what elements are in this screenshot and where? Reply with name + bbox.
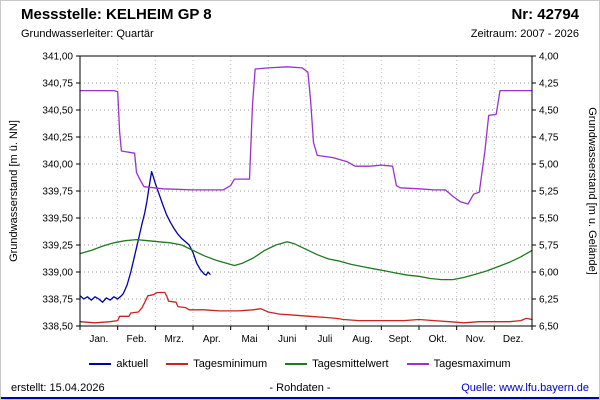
y-tick-label-right: 4,75 <box>539 133 559 144</box>
legend-label: aktuell <box>116 358 149 370</box>
plot-border <box>79 55 533 327</box>
groundwater-level-chart: Grundwasserstand [m ü. NN] Grundwasserst… <box>8 52 598 346</box>
legend-item-tagesmaximum: Tagesmaximum <box>406 358 511 370</box>
x-tick-label: Feb. <box>126 334 146 345</box>
y-tick-label-left: 340,25 <box>42 133 73 144</box>
axes: Jan. Feb. Mrz. Apr. Mai Juni Juli Aug. Sept. Okt.… <box>42 52 558 346</box>
y-tick-label-right: 5,00 <box>539 160 559 171</box>
y-tick-label-right: 4,50 <box>539 106 559 117</box>
x-tick-label: Sept. <box>388 334 411 345</box>
bottom-rule <box>1 397 599 399</box>
x-tick-label: Mrz. <box>164 334 183 345</box>
footer: erstellt: 15.04.2026 - Rohdaten - Quelle… <box>11 382 589 394</box>
legend-item-tagesminimum: Tagesminimum <box>166 358 267 370</box>
data-series <box>79 66 533 324</box>
legend-line-tagesmittelwert <box>285 363 308 365</box>
y-axis-label-left: Grundwasserstand [m ü. NN] <box>8 120 20 262</box>
period-label: Zeitraum: 2007 - 2026 <box>470 28 579 40</box>
legend-label: Tagesmaximum <box>433 358 511 370</box>
y-tick-label-left: 339,00 <box>42 268 73 279</box>
y-tick-label-left: 341,00 <box>42 52 73 63</box>
station-number: Nr: 42794 <box>511 6 579 23</box>
created-date: erstellt: 15.04.2026 <box>11 382 105 394</box>
y-axis-label-right: Grundwasserstand [m u. Gelände] <box>586 107 598 275</box>
y-tick-label-left: 340,50 <box>42 106 73 117</box>
gridlines <box>80 56 532 326</box>
y-tick-label-left: 338,50 <box>42 322 73 333</box>
legend-line-tagesminimum <box>166 363 189 365</box>
x-tick-label: Aug. <box>352 334 373 345</box>
x-tick-label: Okt. <box>429 334 447 345</box>
y-tick-label-right: 5,25 <box>539 187 559 198</box>
y-tick-label-left: 339,75 <box>42 187 73 198</box>
source-link[interactable]: Quelle: www.lfu.bayern.de <box>461 382 589 394</box>
y-tick-label-right: 5,75 <box>539 241 559 252</box>
y-tick-label-right: 4,25 <box>539 79 559 90</box>
legend-label: Tagesmittelwert <box>312 358 389 370</box>
y-tick-label-right: 6,25 <box>539 295 559 306</box>
x-tick-label: Nov. <box>466 334 486 345</box>
legend-item-tagesmittelwert: Tagesmittelwert <box>285 358 389 370</box>
series-line-tagesminimum <box>79 291 533 324</box>
x-tick-label: Dez. <box>503 334 524 345</box>
raw-data-label: - Rohdaten - <box>269 382 331 394</box>
header: Messstelle: KELHEIM GP 8 Nr: 42794 <box>21 6 579 23</box>
chart-legend: aktuell Tagesminimum Tagesmittelwert Tagesm… <box>1 358 599 370</box>
x-tick-label: Apr. <box>203 334 221 345</box>
y-tick-label-right: 5,50 <box>539 214 559 225</box>
y-tick-label-left: 339,25 <box>42 241 73 252</box>
legend-line-tagesmaximum <box>406 363 429 365</box>
y-tick-label-left: 338,75 <box>42 295 73 306</box>
y-tick-label-right: 6,50 <box>539 322 559 333</box>
x-tick-label: Jan. <box>89 334 108 345</box>
series-line-tagesmaximum <box>79 66 533 205</box>
aquifer-label: Grundwasserleiter: Quartär <box>21 28 154 40</box>
legend-item-aktuell: aktuell <box>89 358 148 370</box>
x-tick-label: Mai <box>241 334 257 345</box>
y-tick-label-left: 339,50 <box>42 214 73 225</box>
y-tick-label-right: 6,00 <box>539 268 559 279</box>
y-tick-label-left: 340,75 <box>42 79 73 90</box>
series-line-tagesmittelwert <box>79 238 533 281</box>
x-tick-label: Juni <box>278 334 296 345</box>
subheader: Grundwasserleiter: Quartär Zeitraum: 200… <box>21 28 579 40</box>
legend-label: Tagesminimum <box>193 358 268 370</box>
x-tick-label: Juli <box>317 334 332 345</box>
legend-line-aktuell <box>89 363 112 365</box>
station-title: Messstelle: KELHEIM GP 8 <box>21 6 212 23</box>
y-tick-label-right: 4,00 <box>539 52 559 63</box>
y-tick-label-left: 340,00 <box>42 160 73 171</box>
